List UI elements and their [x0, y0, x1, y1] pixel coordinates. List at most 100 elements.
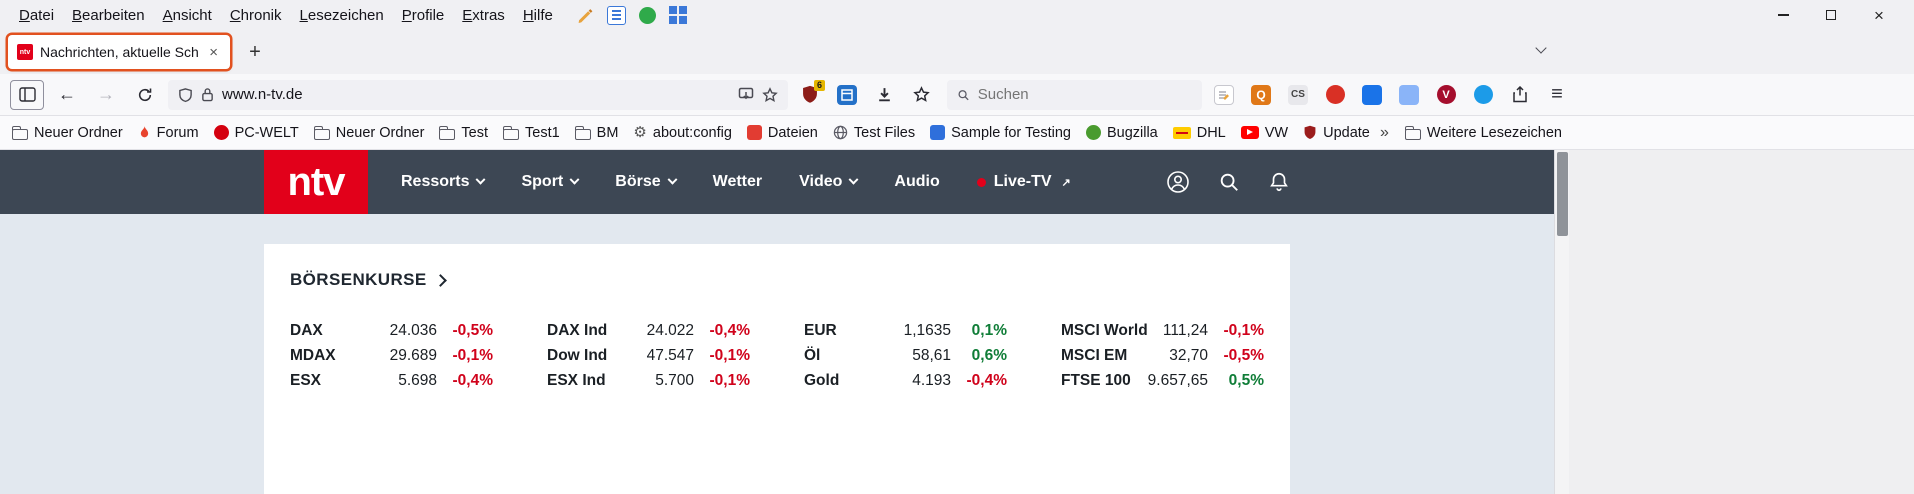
site-body: BÖRSENKURSE DAX 24.036 -0,5% MDAX — [0, 214, 1554, 494]
notes-extension-icon[interactable] — [1209, 80, 1239, 110]
bookmark-test[interactable]: Test — [439, 125, 488, 141]
bookmark-update[interactable]: Update — [1303, 125, 1370, 141]
extension-blue-icon[interactable] — [832, 80, 862, 110]
bookmark-test-files[interactable]: Test Files — [833, 125, 915, 141]
bookmark-test1[interactable]: Test1 — [503, 125, 560, 141]
extension-star-icon[interactable] — [906, 80, 936, 110]
menu-hamburger-icon[interactable]: ≡ — [1551, 83, 1563, 105]
menu-ansicht[interactable]: Ansicht — [162, 6, 212, 24]
tab-close-icon[interactable]: × — [209, 43, 218, 61]
bookmark-dateien[interactable]: Dateien — [746, 125, 818, 141]
market-row-dax[interactable]: DAX 24.036 -0,5% — [290, 318, 493, 343]
market-name: Öl — [804, 346, 821, 364]
vivaldi-extension-icon[interactable]: V — [1431, 80, 1461, 110]
cs-extension-icon[interactable]: CS — [1283, 80, 1313, 110]
bookmark-aboutconfig[interactable]: ⚙ about:config — [633, 124, 732, 141]
card-title: BÖRSENKURSE — [290, 270, 427, 289]
ublock-icon[interactable]: 6 — [795, 79, 825, 110]
bookmark-bugzilla[interactable]: Bugzilla — [1085, 125, 1158, 141]
notifications-bell-icon[interactable] — [1268, 171, 1290, 193]
menu-lesezeichen[interactable]: Lesezeichen — [299, 6, 384, 24]
active-tab[interactable]: ntv Nachrichten, aktuelle Schl × — [8, 35, 230, 69]
market-name: MSCI EM — [1061, 346, 1128, 364]
red-extension-icon[interactable] — [1320, 80, 1350, 110]
lavender-extension-icon[interactable] — [1394, 80, 1424, 110]
bookmark-dhl[interactable]: DHL — [1172, 125, 1226, 141]
addon-green-icon[interactable] — [638, 6, 657, 25]
blue-swirl-extension-icon[interactable] — [1468, 80, 1498, 110]
market-row-mdax[interactable]: MDAX 29.689 -0,1% — [290, 343, 493, 368]
nav-ressorts[interactable]: Ressorts — [401, 173, 486, 191]
pencil-icon[interactable] — [576, 6, 595, 25]
search-input[interactable] — [977, 86, 1192, 103]
market-value: 47.547 — [646, 346, 694, 364]
scrollbar-thumb[interactable] — [1557, 152, 1568, 236]
nav-wetter[interactable]: Wetter — [712, 173, 763, 190]
download-icon[interactable] — [869, 80, 899, 110]
bugzilla-icon — [1085, 125, 1101, 140]
account-icon[interactable] — [1166, 170, 1190, 194]
menu-profile[interactable]: Profile — [401, 6, 445, 24]
menu-chronik[interactable]: Chronik — [229, 6, 282, 24]
market-name: DAX — [290, 321, 323, 339]
new-tab-button[interactable]: + — [249, 40, 261, 63]
market-name: Dow Ind — [547, 346, 608, 364]
vertical-scrollbar[interactable] — [1554, 150, 1569, 494]
lock-icon[interactable] — [201, 87, 214, 102]
tracking-protection-shield-icon[interactable] — [178, 87, 193, 103]
market-row-gold[interactable]: Gold 4.193 -0,4% — [804, 368, 1007, 393]
bookmark-pcwelt[interactable]: PC-WELT — [213, 125, 299, 141]
url-bar[interactable]: www.n-tv.de — [168, 79, 788, 110]
save-page-icon[interactable] — [738, 87, 754, 102]
nav-sport[interactable]: Sport — [521, 173, 580, 191]
market-row-dax-ind[interactable]: DAX Ind 24.022 -0,4% — [547, 318, 750, 343]
market-name: ESX — [290, 371, 322, 389]
search-bar[interactable] — [947, 79, 1202, 110]
share-icon[interactable] — [1505, 80, 1535, 110]
ntv-logo[interactable]: ntv — [264, 150, 368, 214]
bookmark-neuer-ordner-1[interactable]: Neuer Ordner — [12, 125, 123, 141]
bookmark-vw[interactable]: VW — [1240, 125, 1288, 141]
addon-grid-icon[interactable] — [669, 6, 688, 25]
bookmark-neuer-ordner-2[interactable]: Neuer Ordner — [313, 125, 424, 141]
bookmark-forum[interactable]: Forum — [138, 125, 199, 141]
market-row-dow-ind[interactable]: Dow Ind 47.547 -0,1% — [547, 343, 750, 368]
addon-doc-icon[interactable] — [606, 5, 626, 25]
market-row-esx[interactable]: ESX 5.698 -0,4% — [290, 368, 493, 393]
back-icon[interactable]: ← — [58, 84, 76, 104]
market-row-oel[interactable]: Öl 58,61 0,6% — [804, 343, 1007, 368]
list-all-tabs-icon[interactable] — [1535, 42, 1547, 54]
bookmark-weitere-lesezeichen[interactable]: Weitere Lesezeichen — [1404, 125, 1562, 141]
menu-datei[interactable]: Datei — [19, 6, 55, 24]
blue-extension-icon[interactable] — [1357, 80, 1387, 110]
flame-icon — [140, 126, 148, 138]
url-text[interactable]: www.n-tv.de — [222, 86, 303, 103]
market-row-esx-ind[interactable]: ESX Ind 5.700 -0,1% — [547, 368, 750, 393]
nav-boerse[interactable]: Börse — [615, 173, 678, 191]
boersenkurse-header[interactable]: BÖRSENKURSE — [290, 270, 1264, 290]
market-row-msci-world[interactable]: MSCI World 111,24 -0,1% — [1061, 318, 1264, 343]
menu-hilfe[interactable]: Hilfe — [522, 6, 553, 24]
nav-video[interactable]: Video — [799, 173, 859, 191]
close-button[interactable]: × — [1874, 5, 1884, 25]
minimize-button[interactable] — [1776, 8, 1790, 22]
site-search-icon[interactable] — [1218, 171, 1240, 193]
bookmarks-overflow-icon[interactable]: » — [1379, 123, 1389, 141]
sidebar-toggle-icon[interactable] — [10, 79, 44, 110]
menu-bearbeiten[interactable]: Bearbeiten — [72, 6, 145, 24]
bookmark-star-icon[interactable] — [762, 86, 778, 103]
maximize-button[interactable] — [1824, 8, 1838, 22]
market-row-eur[interactable]: EUR 1,1635 0,1% — [804, 318, 1007, 343]
market-row-ftse-100[interactable]: FTSE 100 9.657,65 0,5% — [1061, 368, 1264, 393]
bookmark-sample-for-testing[interactable]: Sample for Testing — [930, 125, 1071, 141]
menu-extras[interactable]: Extras — [462, 6, 505, 24]
forward-icon[interactable]: → — [97, 84, 115, 104]
market-name: MDAX — [290, 346, 336, 364]
orange-extension-icon[interactable]: Q — [1246, 80, 1276, 110]
nav-live-tv[interactable]: Live-TV ↗ — [976, 173, 1071, 191]
nav-audio[interactable]: Audio — [894, 173, 940, 190]
chevron-right-icon — [433, 273, 447, 287]
market-row-msci-em[interactable]: MSCI EM 32,70 -0,5% — [1061, 343, 1264, 368]
bookmark-bm[interactable]: BM — [574, 125, 618, 141]
reload-icon[interactable] — [129, 80, 161, 110]
